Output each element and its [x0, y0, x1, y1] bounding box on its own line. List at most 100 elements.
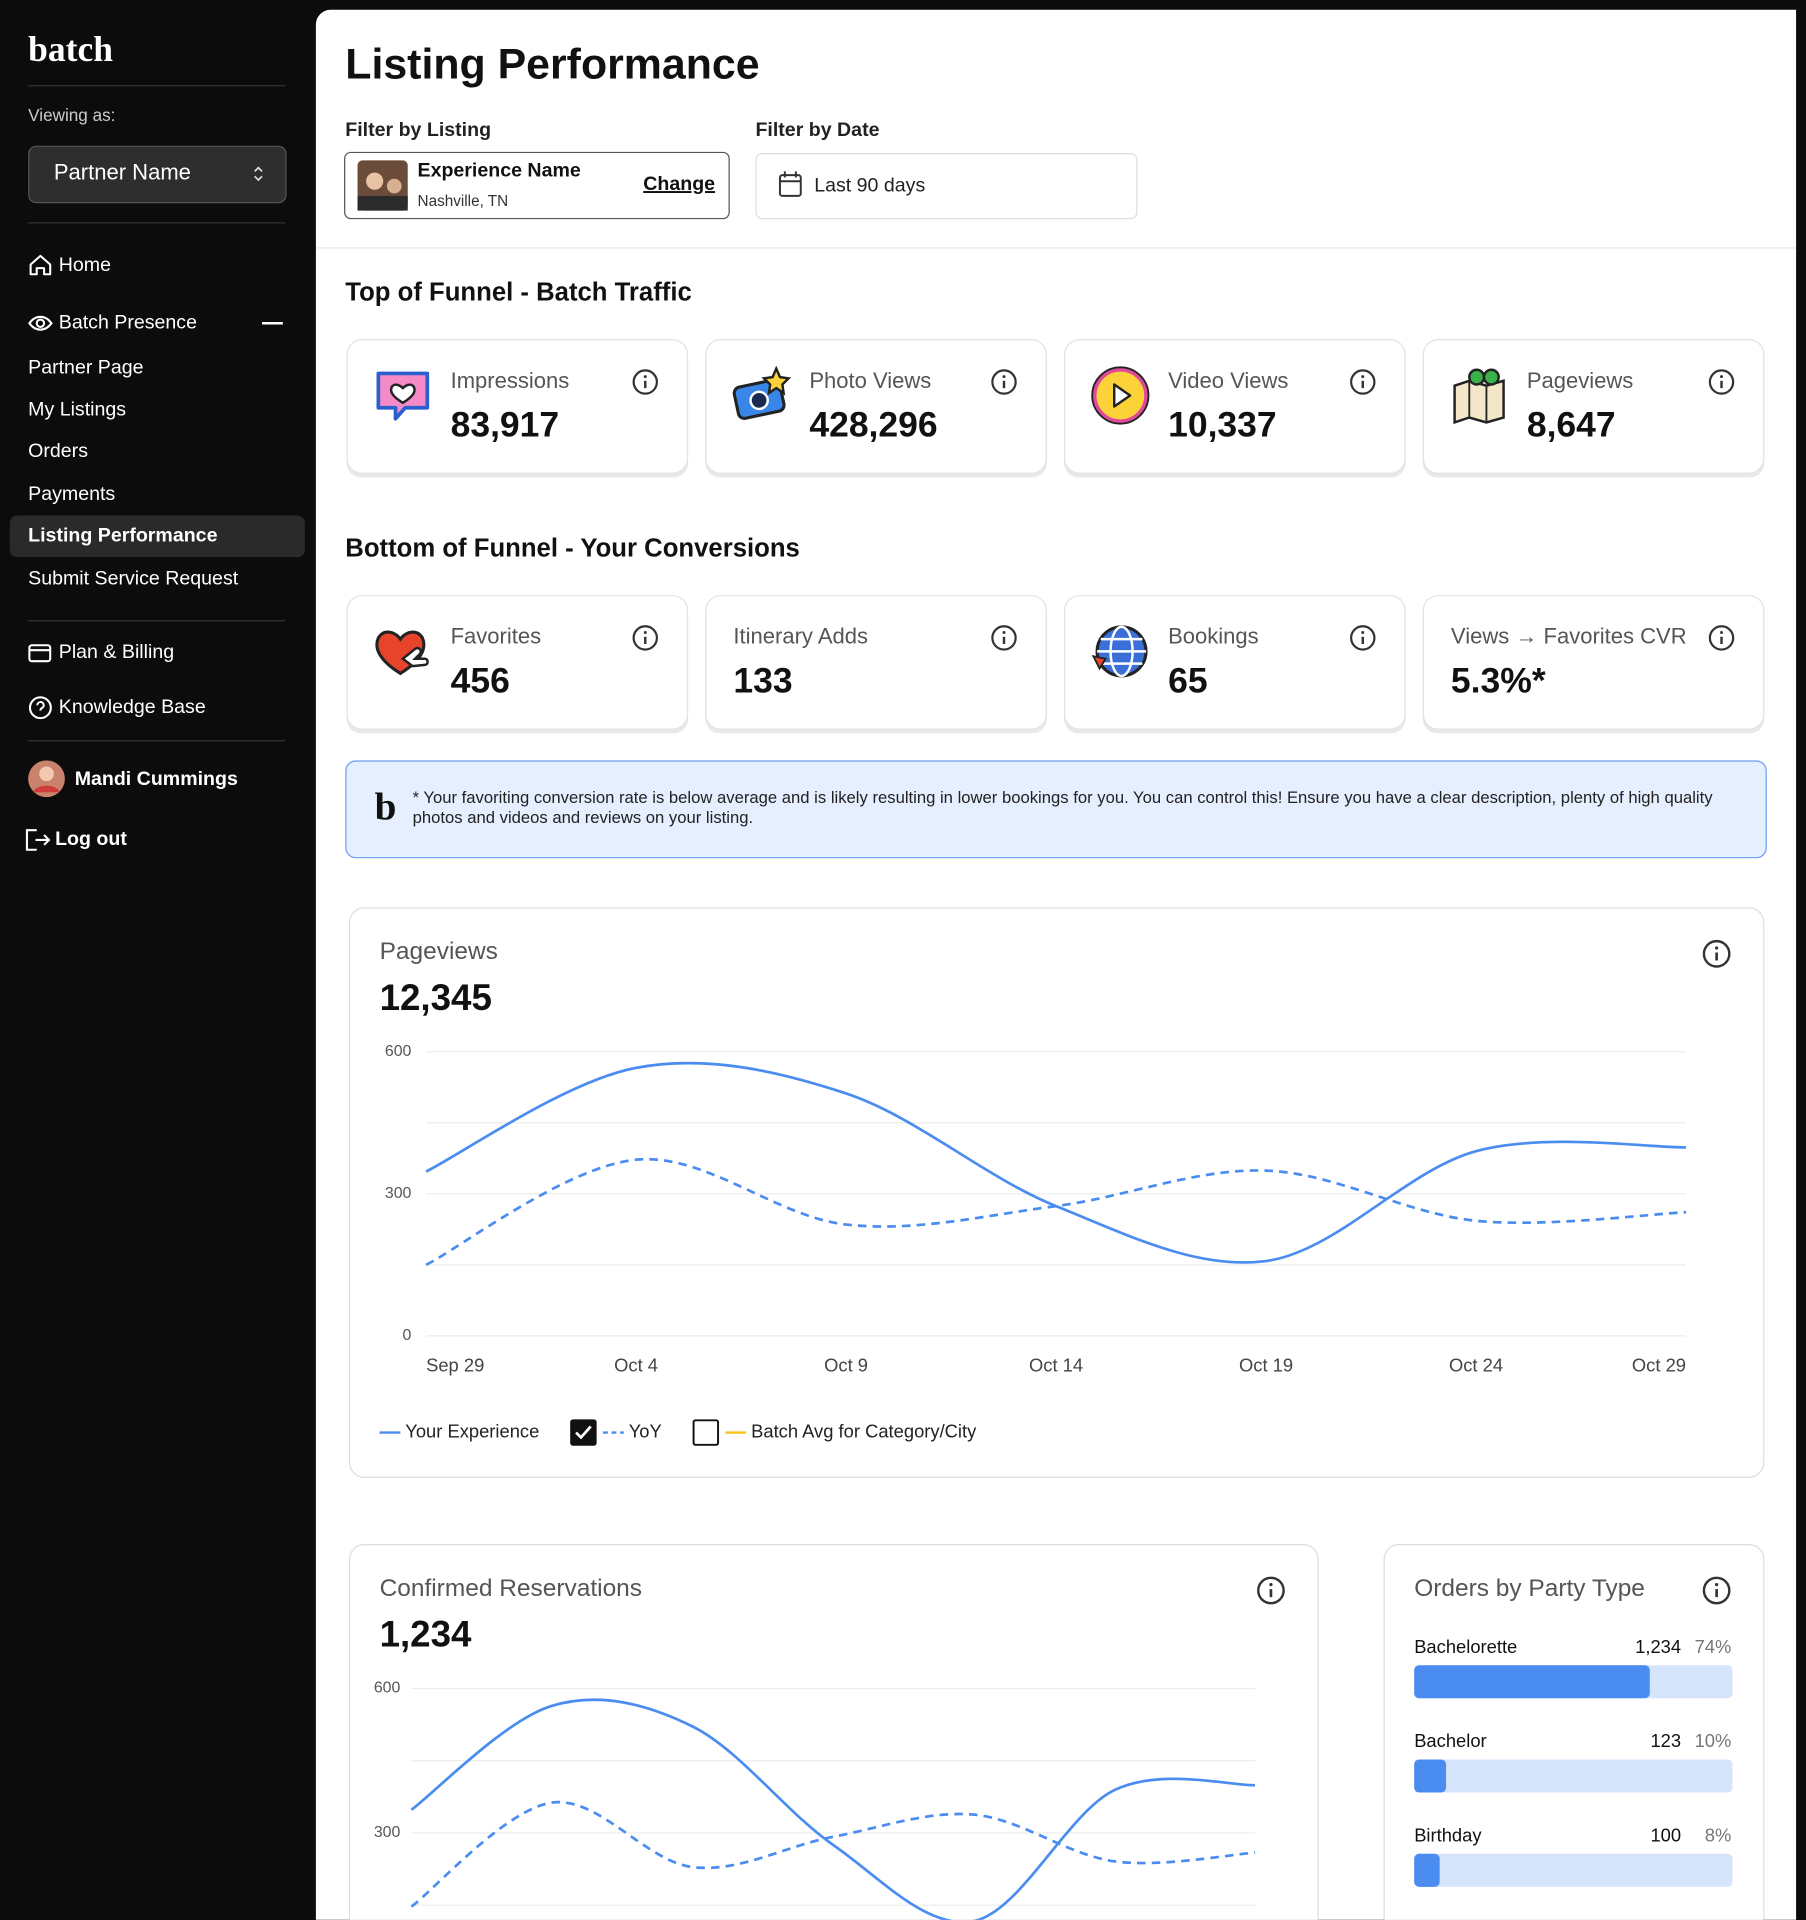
kpi-value: 133: [733, 661, 792, 701]
x-tick-label: Oct 4: [614, 1354, 658, 1375]
sidebar: batch Viewing as: Partner Name Home Batc…: [9, 29, 305, 851]
bar-label: Bachelorette: [1414, 1636, 1517, 1657]
bar-percent: 10%: [1695, 1730, 1732, 1751]
x-tick-label: Oct 14: [1029, 1354, 1083, 1375]
legend-label: YoY: [629, 1420, 662, 1441]
kpi-value: 428,296: [809, 405, 937, 445]
kpi-label: Impressions: [451, 368, 570, 393]
listing-filter[interactable]: [344, 151, 730, 220]
nav-item[interactable]: Submit Service Request: [28, 567, 239, 589]
partner-name: Partner Name: [54, 160, 191, 185]
kpi-value: 65: [1168, 661, 1208, 701]
section-title: Bottom of Funnel - Your Conversions: [345, 535, 800, 563]
avatar: [39, 766, 54, 782]
chart-total: 12,345: [380, 977, 492, 1018]
y-tick-label: 300: [385, 1185, 412, 1202]
bar-value: 100: [1650, 1824, 1681, 1845]
x-tick-label: Oct 19: [1239, 1354, 1293, 1375]
y-tick-label: 600: [374, 1680, 401, 1697]
chart-title: Confirmed Reservations: [380, 1575, 642, 1602]
kpi-card: [1422, 595, 1765, 730]
kpi-card: [705, 595, 1047, 730]
y-tick-label: 300: [374, 1824, 401, 1841]
nav-knowledge[interactable]: Knowledge Base: [59, 696, 206, 718]
avatar: [33, 785, 60, 793]
logo: batch: [28, 29, 113, 69]
bar-value: 123: [1650, 1730, 1681, 1751]
date-range: Last 90 days: [814, 174, 925, 196]
y-tick-label: 600: [385, 1043, 412, 1060]
chart-card: [348, 907, 1765, 1478]
help-icon: [28, 696, 52, 720]
legend-checkbox[interactable]: [570, 1419, 597, 1446]
kpi-value: 83,917: [451, 405, 560, 445]
nav-item[interactable]: Partner Page: [28, 357, 143, 379]
filter-label: Filter by Date: [755, 119, 879, 141]
bar: [1414, 1665, 1650, 1699]
help-icon: [36, 701, 45, 711]
kpi-label: Bookings: [1168, 624, 1259, 649]
kpi-label: Pageviews: [1527, 368, 1633, 393]
kpi-card: [1422, 339, 1765, 474]
series-line: [425, 1157, 1687, 1267]
section-title: Top of Funnel - Batch Traffic: [345, 279, 692, 307]
bar: [1414, 1759, 1447, 1793]
nav-logout[interactable]: Log out: [55, 828, 127, 850]
eye-icon: [28, 315, 53, 331]
notice-body: * Your favoriting conversion rate is bel…: [413, 789, 1713, 827]
listing-thumb: [357, 195, 408, 211]
listing-name: Experience Name: [418, 160, 581, 182]
nav-section[interactable]: Batch Presence: [59, 311, 197, 333]
x-tick-label: Oct 24: [1449, 1354, 1503, 1375]
kpi-value: 5.3%*: [1451, 661, 1546, 701]
chart-title: Pageviews: [380, 938, 498, 965]
viewing-label: Viewing as:: [28, 105, 115, 125]
chevron: [254, 166, 263, 182]
kpi-icon: [1090, 366, 1150, 425]
kpi-label: Favorites: [451, 624, 542, 649]
listing-location: Nashville, TN: [418, 193, 509, 210]
series-line: [410, 1698, 1256, 1920]
bar-label: Birthday: [1414, 1824, 1482, 1845]
filter-label: Filter by Listing: [345, 119, 491, 141]
chart-card: [348, 1543, 1319, 1920]
kpi-value: 8,647: [1527, 405, 1616, 445]
charts: Pageviews 12,345 0 300 600 Sep 29 Oct 4 Oct 9 Oc…: [374, 938, 1733, 1920]
legend-label: Your Experience: [405, 1420, 539, 1441]
date-filter[interactable]: [755, 153, 1138, 220]
kpi-cards: Impressions 83,917 Photo Views 428,296 Video…: [346, 339, 1765, 734]
bar: [1414, 1853, 1440, 1887]
nav-plan[interactable]: Plan & Billing: [59, 641, 174, 663]
legend-check: [575, 1425, 592, 1440]
partner-select[interactable]: [28, 145, 287, 204]
active-item-bg: [9, 515, 305, 558]
nav-item[interactable]: Payments: [28, 483, 115, 505]
calendar-icon: [778, 174, 802, 197]
bar-track: [1414, 1853, 1733, 1887]
kpi-label: Photo Views: [809, 368, 931, 393]
kpi-card: [346, 595, 689, 730]
kpi-label: Itinerary Adds: [733, 624, 868, 649]
calendar-icon: [779, 171, 801, 183]
change-link[interactable]: Change: [643, 173, 715, 195]
legend-checkbox[interactable]: [692, 1419, 720, 1446]
bar-percent: 74%: [1695, 1636, 1732, 1657]
kpi-card: [1064, 595, 1406, 730]
nav-item-active[interactable]: Listing Performance: [28, 524, 217, 546]
logout-icon: [25, 829, 51, 851]
nav-item[interactable]: Orders: [28, 440, 88, 462]
nav-item[interactable]: My Listings: [28, 398, 126, 420]
legend-label: Batch Avg for Category/City: [751, 1420, 977, 1441]
billing-icon: [28, 644, 52, 663]
user-name[interactable]: Mandi Cummings: [75, 768, 238, 790]
header: Listing Performance Filter by Listing Fi…: [315, 41, 1797, 249]
kpi-label: Views → Favorites CVR: [1451, 624, 1687, 649]
notice-logo: b: [375, 786, 397, 829]
eye-icon: [35, 318, 46, 328]
kpi-card: [346, 339, 689, 474]
kpi-card: [1064, 339, 1406, 474]
nav-home[interactable]: Home: [59, 254, 111, 276]
bar-percent: 8%: [1705, 1824, 1732, 1845]
